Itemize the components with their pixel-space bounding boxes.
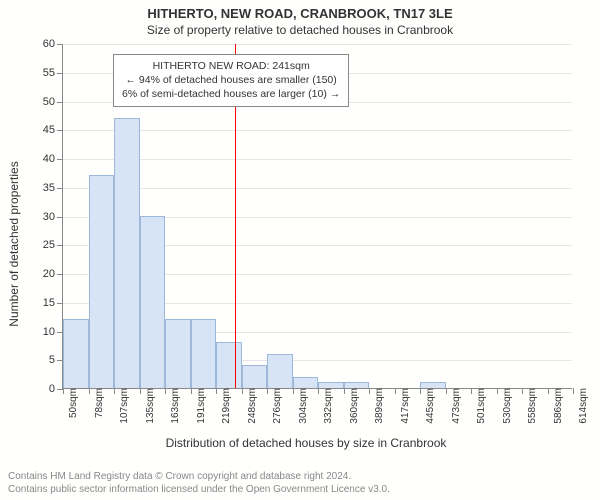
y-tick-label: 55: [43, 67, 63, 79]
x-tick-label: 501sqm: [468, 388, 487, 424]
histogram-bar: [216, 342, 242, 388]
histogram-bar: [293, 377, 319, 389]
x-tick-label: 304sqm: [290, 388, 309, 424]
x-tick-label: 107sqm: [111, 388, 130, 424]
y-axis-label: Number of detached properties: [7, 161, 21, 326]
x-tick-label: 248sqm: [239, 388, 258, 424]
histogram-bar: [318, 382, 344, 388]
x-tick-label: 50sqm: [60, 388, 79, 418]
annotation-line-3: 6% of semi-detached houses are larger (1…: [122, 87, 340, 101]
footer-attribution: Contains HM Land Registry data © Crown c…: [8, 470, 390, 496]
x-tick-label: 417sqm: [392, 388, 411, 424]
histogram-bar: [344, 382, 370, 388]
annotation-line-2: ← 94% of detached houses are smaller (15…: [122, 73, 340, 87]
x-tick-label: 530sqm: [494, 388, 513, 424]
x-tick-label: 191sqm: [188, 388, 207, 424]
x-tick-label: 445sqm: [417, 388, 436, 424]
x-tick-label: 219sqm: [213, 388, 232, 424]
footer-line-2: Contains public sector information licen…: [8, 483, 390, 496]
x-tick-label: 360sqm: [341, 388, 360, 424]
x-tick-label: 78sqm: [86, 388, 105, 418]
x-tick-label: 558sqm: [519, 388, 538, 424]
y-tick-label: 30: [43, 211, 63, 223]
chart-container: Number of detached properties 0510152025…: [32, 44, 580, 444]
histogram-bar: [267, 354, 293, 389]
x-axis-label: Distribution of detached houses by size …: [166, 436, 447, 450]
x-tick-label: 163sqm: [162, 388, 181, 424]
histogram-bar: [420, 382, 446, 388]
histogram-bar: [89, 175, 115, 388]
gridline: [63, 44, 572, 45]
y-tick-label: 15: [43, 297, 63, 309]
y-tick-label: 5: [49, 354, 63, 366]
plot-area: 05101520253035404550556050sqm78sqm107sqm…: [62, 44, 572, 389]
y-tick-label: 20: [43, 268, 63, 280]
y-tick-label: 50: [43, 96, 63, 108]
histogram-bar: [140, 216, 166, 389]
y-tick-label: 35: [43, 182, 63, 194]
annotation-box: HITHERTO NEW ROAD: 241sqm← 94% of detach…: [113, 54, 349, 107]
page-title: HITHERTO, NEW ROAD, CRANBROOK, TN17 3LE: [0, 6, 600, 21]
x-tick-label: 614sqm: [570, 388, 589, 424]
annotation-line-1: HITHERTO NEW ROAD: 241sqm: [122, 59, 340, 73]
x-tick-label: 332sqm: [315, 388, 334, 424]
x-tick-label: 586sqm: [545, 388, 564, 424]
x-tick-label: 389sqm: [366, 388, 385, 424]
footer-line-1: Contains HM Land Registry data © Crown c…: [8, 470, 390, 483]
histogram-bar: [63, 319, 89, 388]
x-tick-label: 276sqm: [264, 388, 283, 424]
y-tick-label: 25: [43, 239, 63, 251]
histogram-bar: [114, 118, 140, 388]
y-tick-label: 40: [43, 153, 63, 165]
x-tick-label: 473sqm: [443, 388, 462, 424]
page-subtitle: Size of property relative to detached ho…: [0, 23, 600, 37]
y-tick-label: 60: [43, 38, 63, 50]
y-tick-label: 45: [43, 124, 63, 136]
histogram-bar: [191, 319, 217, 388]
x-tick-label: 135sqm: [137, 388, 156, 424]
histogram-bar: [242, 365, 268, 388]
y-tick-label: 10: [43, 326, 63, 338]
histogram-bar: [165, 319, 191, 388]
